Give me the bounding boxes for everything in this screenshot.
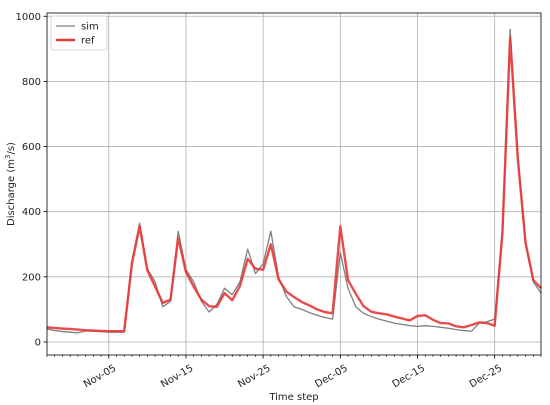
y-tick-label: 0 [35, 337, 41, 348]
y-tick-label: 800 [22, 77, 41, 88]
y-tick-label: 400 [22, 207, 41, 218]
x-tick-label: Nov-25 [236, 363, 272, 390]
legend: sim ref [50, 15, 108, 51]
legend-box [50, 15, 108, 51]
series-lines [46, 28, 542, 334]
legend-label-sim: sim [81, 22, 99, 33]
x-tick-label: Nov-05 [82, 363, 118, 390]
x-tick-label: Dec-05 [313, 363, 349, 390]
grid [47, 13, 541, 355]
series-line-sim [46, 28, 542, 334]
x-tick-label: Dec-15 [391, 363, 427, 390]
axis-ticks: 0 200 400 600 800 1000 Nov-05 Nov-15 Nov-25 Dec-0… [16, 12, 542, 390]
legend-label-ref: ref [81, 36, 95, 47]
y-tick-label: 200 [22, 272, 41, 283]
x-tick-label: Dec-25 [468, 363, 504, 390]
y-tick-label: 1000 [16, 12, 41, 23]
plot-frame [46, 12, 542, 356]
series-line-ref [46, 36, 542, 333]
x-axis-label: Time step [268, 392, 318, 403]
y-tick-label: 600 [22, 142, 41, 153]
x-tick-label: Nov-15 [159, 363, 195, 390]
y-axis-label: Discharge (m3/s) [4, 142, 17, 226]
